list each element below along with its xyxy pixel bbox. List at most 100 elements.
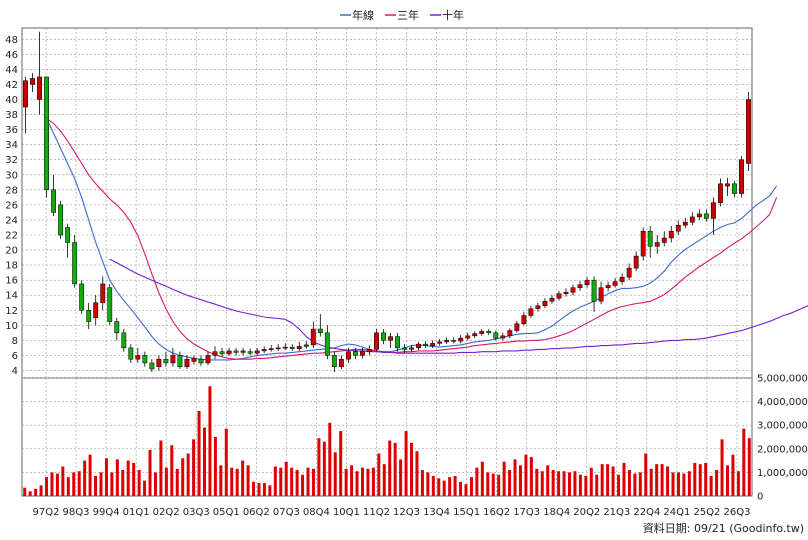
candle-body bbox=[717, 183, 723, 203]
volume-tick-label: 0 bbox=[757, 492, 763, 503]
candle-body bbox=[437, 341, 443, 344]
volume-tick-label: 1,000,000 bbox=[757, 468, 808, 479]
price-tick-label: 34 bbox=[5, 140, 18, 151]
volume-bar bbox=[153, 472, 157, 496]
candle-body bbox=[86, 310, 92, 322]
candle-body bbox=[563, 291, 569, 294]
x-tick-label: 05Q1 bbox=[213, 507, 240, 518]
candle-body bbox=[93, 302, 99, 319]
volume-bar bbox=[344, 468, 348, 496]
volume-bar bbox=[720, 439, 724, 496]
data-date-footer: 資料日期: 09/21 (Goodinfo.tw) bbox=[643, 521, 804, 535]
volume-bar bbox=[589, 467, 593, 496]
candle-body bbox=[395, 336, 400, 349]
volume-bar bbox=[328, 422, 332, 496]
x-tick-label: 17Q3 bbox=[513, 507, 540, 518]
candle-body bbox=[219, 351, 225, 355]
price-tick-label: 44 bbox=[5, 65, 18, 76]
volume-bar bbox=[676, 472, 680, 496]
volume-bar bbox=[99, 472, 103, 496]
price-panel: 4681012141618202224262830323436384042444… bbox=[5, 27, 808, 379]
candle-body bbox=[619, 276, 625, 282]
volume-bar bbox=[137, 470, 141, 496]
volume-bar bbox=[698, 464, 702, 496]
candle-body bbox=[647, 230, 653, 247]
volume-bar bbox=[420, 470, 424, 496]
candle-body bbox=[37, 76, 42, 100]
candle-body bbox=[584, 279, 590, 285]
volume-bar bbox=[273, 466, 277, 496]
candle-body bbox=[331, 355, 337, 367]
candle-body bbox=[535, 305, 541, 310]
candle-body bbox=[486, 331, 492, 334]
volume-bar bbox=[546, 465, 550, 496]
candle-body bbox=[352, 351, 358, 356]
candle-body bbox=[710, 202, 716, 219]
candle-body bbox=[612, 281, 618, 286]
x-axis: 97Q2 98Q3 99Q4 01Q1 02Q2 03Q3 05Q1 06Q2 07Q3 08Q4… bbox=[33, 507, 751, 518]
price-tick-label: 12 bbox=[5, 306, 18, 317]
volume-bar bbox=[666, 466, 670, 496]
candle-body bbox=[507, 330, 513, 337]
candle-body bbox=[465, 335, 471, 339]
candle-body bbox=[30, 78, 35, 85]
candle-body bbox=[296, 346, 302, 349]
price-tick-label: 36 bbox=[5, 125, 18, 136]
volume-bar bbox=[181, 458, 185, 496]
volume-bar bbox=[72, 472, 76, 496]
candle-body bbox=[444, 340, 450, 343]
volume-bar bbox=[377, 453, 381, 496]
candle-body bbox=[388, 336, 393, 341]
volume-bar bbox=[268, 485, 272, 496]
volume-bar bbox=[393, 442, 397, 496]
x-tick-label: 13Q4 bbox=[423, 507, 450, 518]
volume-bar bbox=[224, 428, 228, 496]
volume-bar bbox=[235, 468, 239, 496]
volume-bar bbox=[633, 473, 637, 496]
candle-body bbox=[65, 227, 71, 243]
candle-body bbox=[303, 344, 309, 347]
x-tick-label: 06Q2 bbox=[243, 507, 270, 518]
candle-body bbox=[542, 300, 548, 306]
volume-bar bbox=[203, 427, 206, 496]
volume-bar bbox=[535, 468, 539, 496]
price-tick-label: 10 bbox=[5, 321, 18, 332]
volume-bar bbox=[682, 473, 686, 496]
volume-bar bbox=[126, 460, 130, 496]
volume-bar bbox=[600, 464, 604, 496]
volume-bar bbox=[529, 457, 533, 496]
x-tick-label: 16Q2 bbox=[483, 507, 510, 518]
candle-body bbox=[423, 343, 429, 346]
volume-bar bbox=[94, 475, 98, 496]
candle-body bbox=[198, 358, 204, 364]
candle-body bbox=[268, 348, 274, 350]
price-tick-label: 16 bbox=[5, 276, 18, 287]
volume-bar bbox=[638, 472, 642, 496]
candle-body bbox=[338, 358, 344, 367]
x-tick-label: 24Q1 bbox=[663, 507, 690, 518]
candle-body bbox=[696, 213, 702, 218]
volume-frame bbox=[21, 377, 753, 497]
volume-bar bbox=[404, 431, 408, 496]
price-tick-label: 24 bbox=[5, 215, 18, 226]
x-tick-label: 10Q1 bbox=[333, 507, 360, 518]
x-tick-label: 02Q2 bbox=[153, 507, 180, 518]
volume-bar bbox=[83, 460, 87, 496]
volume-bar bbox=[317, 438, 321, 496]
volume-bar bbox=[442, 480, 446, 496]
candle-body bbox=[205, 355, 211, 364]
price-tick-label: 30 bbox=[5, 170, 18, 181]
volume-bar bbox=[257, 483, 261, 496]
volume-bar bbox=[736, 471, 740, 496]
volume-bar bbox=[617, 474, 621, 496]
candle-body bbox=[345, 351, 351, 360]
price-tick-label: 18 bbox=[5, 261, 18, 272]
candle-body bbox=[100, 283, 106, 303]
volume-bar bbox=[148, 449, 152, 496]
volume-bar bbox=[595, 474, 599, 496]
ma-line-year bbox=[46, 118, 778, 361]
volume-bar bbox=[627, 470, 631, 496]
volume-bar bbox=[322, 441, 326, 496]
volume-tick-label: 5,000,000 bbox=[757, 374, 808, 385]
volume-bar bbox=[219, 465, 223, 496]
